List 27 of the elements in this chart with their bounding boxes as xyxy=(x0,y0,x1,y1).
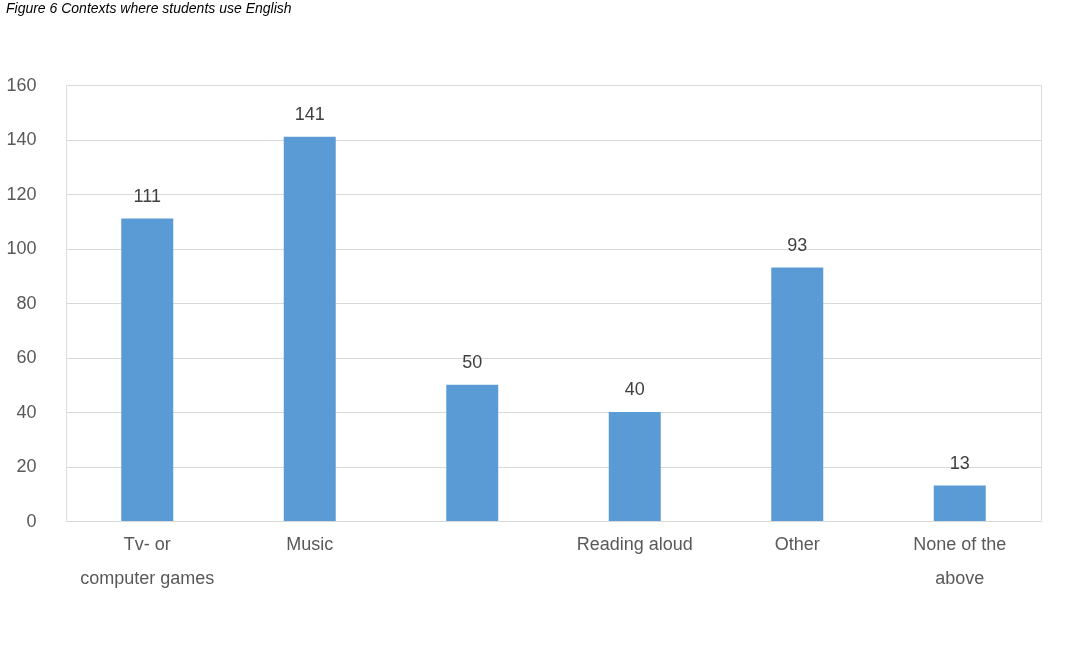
y-tick-label: 0 xyxy=(26,510,37,531)
x-tick-label: Music xyxy=(286,533,334,554)
data-label: 50 xyxy=(462,351,483,372)
y-tick-label: 160 xyxy=(6,74,37,95)
data-label: 93 xyxy=(787,234,808,255)
bar xyxy=(283,136,336,521)
data-label: 40 xyxy=(624,379,645,399)
data-label: 141 xyxy=(294,103,325,124)
x-tick-label: Reading aloud xyxy=(576,533,693,554)
y-tick-label: 60 xyxy=(16,347,37,367)
y-tick-label: 40 xyxy=(16,401,37,422)
y-tick-label: 100 xyxy=(6,238,37,258)
x-tick-label: None of the above xyxy=(913,533,1007,588)
chart-title: Figure 6 Contexts where students use English xyxy=(5,0,292,16)
bar xyxy=(121,218,174,521)
y-tick-label: 140 xyxy=(6,129,37,149)
y-tick-label: 120 xyxy=(6,183,37,204)
data-label: 13 xyxy=(949,452,970,473)
x-tick-label: Other xyxy=(774,533,820,554)
bar xyxy=(933,485,986,521)
bar xyxy=(771,267,824,521)
y-tick-label: 20 xyxy=(16,456,37,476)
bar xyxy=(446,384,499,521)
x-tick-label: Tv- or computer games xyxy=(80,533,215,588)
bar xyxy=(608,412,661,521)
data-label: 111 xyxy=(133,185,161,206)
y-tick-label: 80 xyxy=(16,292,37,313)
